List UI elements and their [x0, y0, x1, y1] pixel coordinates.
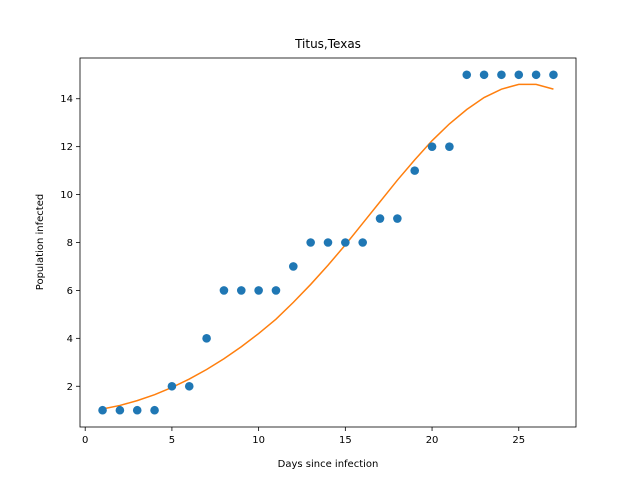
data-point	[202, 334, 211, 343]
data-point	[132, 405, 142, 415]
y-tick-label: 6	[67, 286, 73, 297]
y-tick-label: 4	[67, 334, 73, 345]
data-point	[98, 405, 107, 415]
y-tick-label: 12	[60, 142, 73, 153]
data-point	[514, 70, 524, 80]
data-point	[375, 214, 385, 223]
data-point	[150, 405, 159, 415]
data-point	[219, 286, 229, 295]
chart-title: Titus,Texas	[294, 37, 361, 51]
y-tick-label: 14	[60, 94, 73, 105]
data-point	[410, 166, 420, 175]
x-tick-label: 0	[82, 435, 88, 446]
data-point	[184, 381, 194, 391]
data-point	[236, 286, 246, 295]
fit-line	[102, 83, 554, 410]
data-point	[115, 405, 125, 415]
data-point	[323, 238, 333, 247]
data-point	[462, 70, 472, 80]
x-tick-label: 5	[169, 435, 175, 446]
x-tick-label: 10	[252, 435, 265, 446]
data-point	[479, 70, 489, 80]
data-point	[341, 238, 350, 247]
y-tick-label: 2	[67, 382, 73, 393]
data-point	[271, 286, 281, 295]
y-axis: 2 4 6 8 10 12 14	[60, 94, 80, 393]
x-tick-label: 20	[426, 435, 439, 446]
data-point	[358, 238, 367, 247]
y-tick-label: 10	[60, 190, 73, 201]
plot-area	[98, 70, 558, 415]
data-point	[393, 214, 402, 223]
data-point	[445, 142, 454, 151]
x-axis: 0 5 10 15 20 25	[82, 427, 525, 446]
data-point	[497, 70, 506, 80]
data-point	[254, 286, 263, 295]
x-tick-label: 25	[512, 435, 525, 446]
x-axis-label: Days since infection	[278, 459, 379, 470]
data-point	[167, 381, 177, 391]
data-point	[531, 70, 541, 80]
data-point	[306, 238, 315, 247]
y-tick-label: 8	[67, 238, 73, 249]
data-point	[549, 70, 558, 80]
data-point	[427, 142, 437, 151]
x-tick-label: 15	[339, 435, 352, 446]
y-axis-label: Population infected	[35, 194, 46, 290]
data-point	[289, 262, 298, 271]
